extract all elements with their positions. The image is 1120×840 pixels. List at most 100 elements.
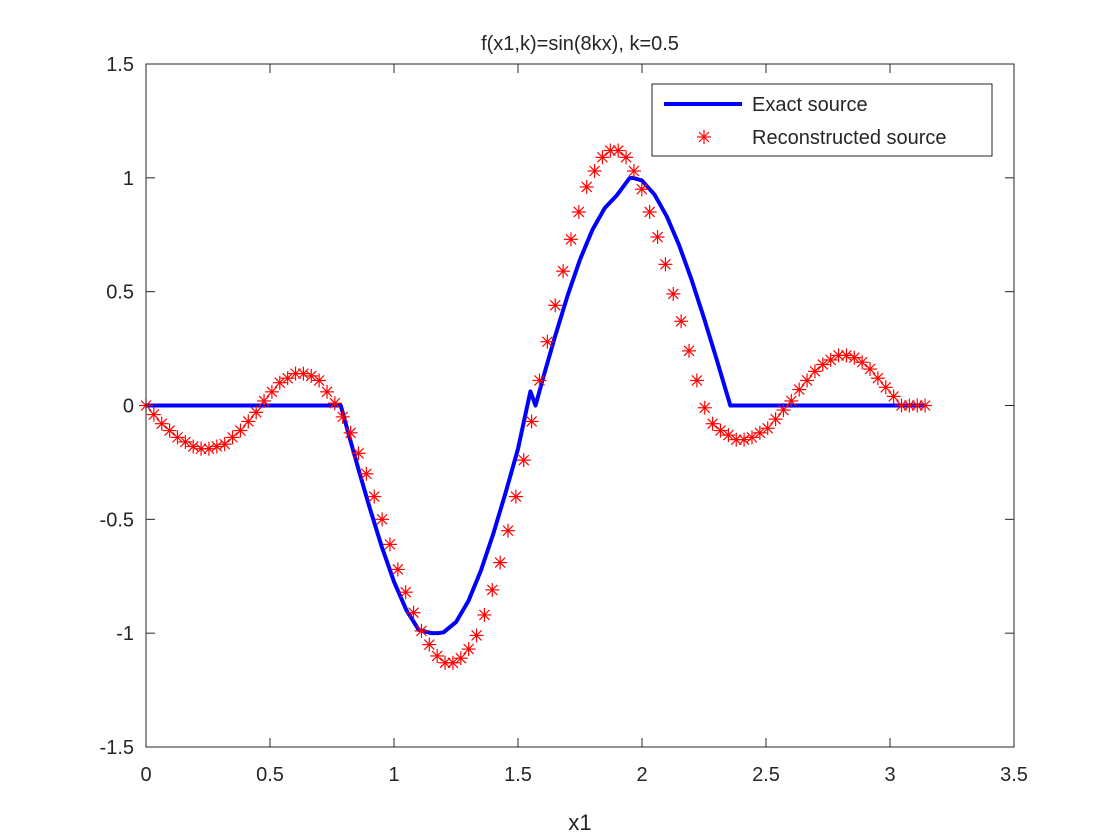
data-point-reconstructed-source [737,432,752,447]
data-point-reconstructed-source [241,414,256,429]
data-point-reconstructed-source [744,430,759,445]
data-point-reconstructed-source [414,623,429,638]
data-point-reconstructed-source [721,428,736,443]
data-point-reconstructed-source [666,286,681,301]
data-point-reconstructed-source [705,416,720,431]
data-point-reconstructed-source [430,648,445,663]
data-point-reconstructed-source [752,425,767,440]
data-point-reconstructed-source [170,430,185,445]
data-point-reconstructed-source [327,396,342,411]
data-point-reconstructed-source [658,257,673,272]
data-point-reconstructed-source [178,434,193,449]
data-point-reconstructed-source [760,421,775,436]
data-point-reconstructed-source [611,143,626,158]
legend-label-exact-source: Exact source [752,94,868,116]
data-point-reconstructed-source [713,423,728,438]
data-point-reconstructed-source [343,425,358,440]
data-point-reconstructed-source [682,343,697,358]
data-point-reconstructed-source [335,409,350,424]
data-point-reconstructed-source [689,373,704,388]
data-point-reconstructed-source [304,368,319,383]
data-point-reconstructed-source [634,182,649,197]
data-point-reconstructed-source [186,439,201,454]
data-point-reconstructed-source [422,637,437,652]
data-point-reconstructed-source [886,389,901,404]
data-point-reconstructed-source [642,204,657,219]
data-point-reconstructed-source [272,375,287,390]
data-point-reconstructed-source [508,489,523,504]
data-point-reconstructed-source [264,384,279,399]
data-point-reconstructed-source [626,164,641,179]
data-point-reconstructed-source [312,373,327,388]
data-point-reconstructed-source [469,628,484,643]
data-point-reconstructed-source [815,357,830,372]
data-point-reconstructed-source [367,489,382,504]
data-point-reconstructed-source [375,512,390,527]
data-point-reconstructed-source [674,314,689,329]
data-point-reconstructed-source [579,179,594,194]
plot-area [139,143,933,670]
legend-asterisk-icon [697,130,711,144]
data-point-reconstructed-source [445,655,460,670]
data-point-reconstructed-source [233,423,248,438]
data-point-reconstructed-source [863,362,878,377]
data-point-reconstructed-source [162,423,177,438]
data-point-reconstructed-source [359,466,374,481]
legend-marker-reconstructed-source [697,130,711,144]
x-tick-label: 2 [636,764,647,786]
x-tick-label: 2.5 [752,764,780,786]
data-point-reconstructed-source [800,373,815,388]
data-point-reconstructed-source [831,348,846,363]
data-point-reconstructed-source [595,150,610,165]
data-point-reconstructed-source [563,232,578,247]
data-point-reconstructed-source [296,366,311,381]
x-tick-label: 1 [388,764,399,786]
data-point-reconstructed-source [847,350,862,365]
data-point-reconstructed-source [225,430,240,445]
x-tick-label: 3 [884,764,895,786]
data-point-reconstructed-source [619,150,634,165]
data-point-reconstructed-source [870,371,885,386]
data-point-reconstructed-source [382,537,397,552]
x-tick-label: 0 [140,764,151,786]
data-point-reconstructed-source [792,382,807,397]
data-point-reconstructed-source [571,204,586,219]
y-tick-label: 1.5 [106,54,134,76]
x-tick-label: 3.5 [1000,764,1028,786]
data-point-reconstructed-source [823,352,838,367]
series-line-exact-source [146,175,926,636]
data-point-reconstructed-source [516,453,531,468]
data-point-reconstructed-source [807,364,822,379]
data-point-reconstructed-source [697,400,712,415]
data-point-reconstructed-source [461,642,476,657]
x-tick-label: 0.5 [256,764,284,786]
data-point-reconstructed-source [217,437,232,452]
data-point-reconstructed-source [257,393,272,408]
y-tick-label: -1.5 [100,737,134,759]
data-point-reconstructed-source [146,407,161,422]
chart-title: f(x1,k)=sin(8kx), k=0.5 [481,33,679,55]
y-tick-label: -1 [116,623,134,645]
axes-box [145,63,1015,748]
data-point-reconstructed-source [493,555,508,570]
data-point-reconstructed-source [320,384,335,399]
data-point-reconstructed-source [209,439,224,454]
x-tick-label: 1.5 [504,764,532,786]
data-point-reconstructed-source [878,380,893,395]
data-point-reconstructed-source [398,585,413,600]
data-point-reconstructed-source [556,264,571,279]
y-tick-label: 0.5 [106,282,134,304]
data-point-reconstructed-source [784,393,799,408]
data-point-reconstructed-source [280,371,295,386]
data-point-reconstructed-source [249,405,264,420]
data-point-reconstructed-source [650,230,665,245]
data-point-reconstructed-source [768,412,783,427]
data-point-reconstructed-source [406,605,421,620]
legend-box [651,83,993,157]
data-point-reconstructed-source [918,398,933,413]
data-point-reconstructed-source [587,164,602,179]
y-tick-label: 0 [123,396,134,418]
data-point-reconstructed-source [524,414,539,429]
data-point-reconstructed-source [477,607,492,622]
